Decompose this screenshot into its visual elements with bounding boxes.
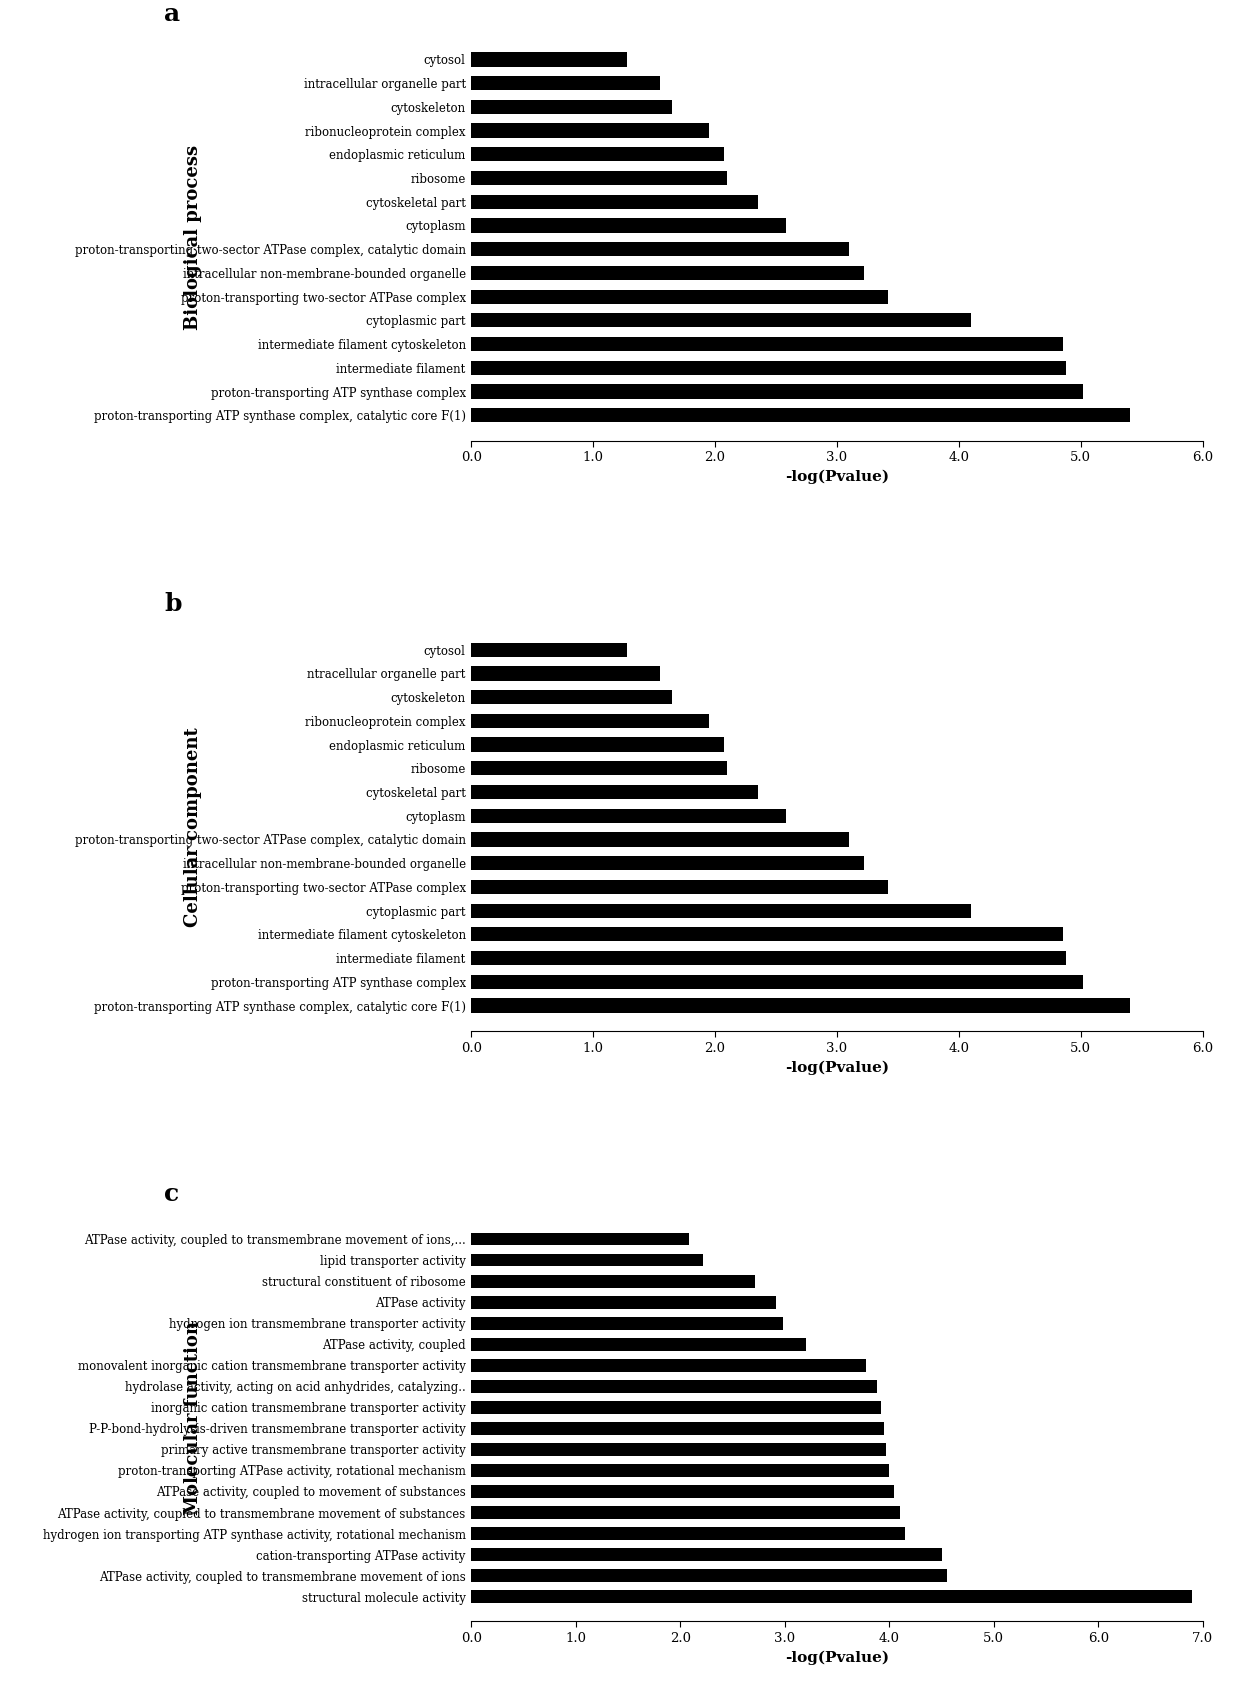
Bar: [471, 856, 864, 870]
Bar: [471, 123, 709, 138]
Bar: [471, 218, 786, 233]
Bar: [471, 691, 672, 704]
Bar: [471, 1549, 941, 1561]
Bar: [471, 665, 660, 681]
Bar: [471, 1295, 776, 1309]
Text: a: a: [164, 2, 180, 25]
Bar: [471, 1422, 884, 1434]
Bar: [471, 762, 727, 775]
Bar: [471, 265, 864, 280]
Bar: [471, 1360, 867, 1371]
Bar: [471, 951, 1066, 964]
Bar: [471, 833, 849, 846]
Bar: [471, 194, 758, 209]
Bar: [471, 1527, 905, 1540]
Bar: [471, 100, 672, 113]
Bar: [471, 1233, 688, 1245]
Bar: [471, 385, 1084, 399]
Bar: [471, 312, 971, 328]
Bar: [471, 409, 1130, 422]
Bar: [471, 927, 1063, 941]
Text: b: b: [164, 591, 181, 616]
Text: Cellular component: Cellular component: [185, 728, 202, 927]
Bar: [471, 338, 1063, 351]
Bar: [471, 1317, 782, 1329]
Bar: [471, 998, 1130, 1013]
Bar: [471, 1338, 806, 1351]
Bar: [471, 1253, 703, 1267]
Bar: [471, 1402, 880, 1414]
Bar: [471, 289, 888, 304]
Bar: [471, 76, 660, 90]
Bar: [471, 1569, 946, 1583]
Bar: [471, 147, 724, 162]
Bar: [471, 738, 724, 752]
Bar: [471, 1464, 889, 1476]
Bar: [471, 1442, 887, 1456]
Bar: [471, 880, 888, 893]
Bar: [471, 361, 1066, 375]
X-axis label: -log(Pvalue): -log(Pvalue): [785, 1650, 889, 1665]
Bar: [471, 171, 727, 186]
Bar: [471, 52, 627, 66]
Bar: [471, 642, 627, 657]
Bar: [471, 1591, 1193, 1603]
Bar: [471, 809, 786, 823]
X-axis label: -log(Pvalue): -log(Pvalue): [785, 1061, 889, 1074]
Text: Molecular function: Molecular function: [185, 1321, 202, 1515]
Bar: [471, 242, 849, 257]
Text: c: c: [164, 1182, 179, 1206]
X-axis label: -log(Pvalue): -log(Pvalue): [785, 470, 889, 485]
Text: Biological process: Biological process: [185, 145, 202, 329]
Bar: [471, 1275, 755, 1287]
Bar: [471, 785, 758, 799]
Bar: [471, 1485, 894, 1498]
Bar: [471, 714, 709, 728]
Bar: [471, 904, 971, 917]
Bar: [471, 1380, 877, 1393]
Bar: [471, 975, 1084, 990]
Bar: [471, 1507, 900, 1518]
